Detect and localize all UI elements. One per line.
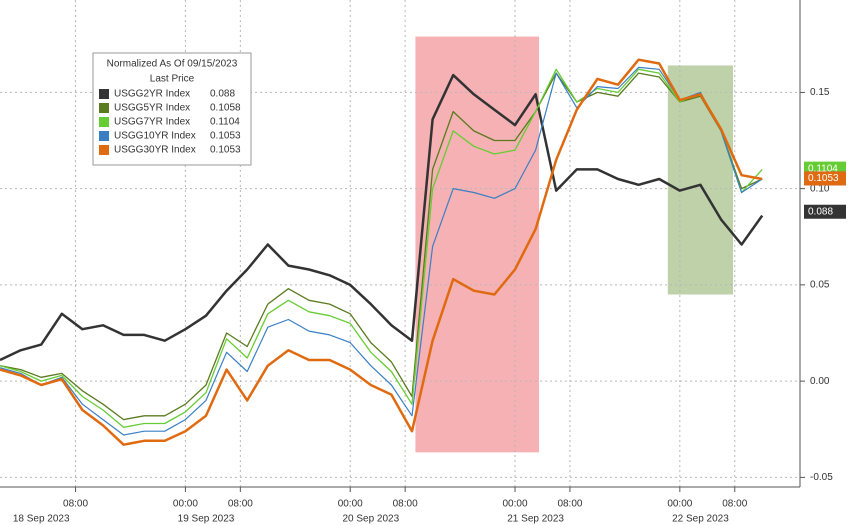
legend-swatch	[99, 145, 109, 155]
x-tick-label: 00:00	[667, 499, 692, 510]
y-tick-label: 0.00	[810, 376, 830, 387]
day-label: 21 Sep 2023	[507, 514, 564, 525]
day-label: 22 Sep 2023	[672, 514, 729, 525]
highlight-band	[667, 65, 734, 295]
series-line	[0, 58, 763, 446]
series-line	[0, 72, 763, 421]
y-tick-label: 0.10	[810, 183, 830, 194]
x-tick-label: 08:00	[228, 499, 253, 510]
y-tick-label: -0.05	[810, 472, 833, 483]
series-line	[0, 68, 763, 428]
series-line	[0, 66, 763, 436]
price-tag-label: 0.1104	[808, 163, 838, 174]
series-line	[0, 73, 764, 362]
legend-label: USGG30YR Index	[114, 145, 196, 156]
legend-label: USGG10YR Index	[114, 131, 196, 142]
day-label: 20 Sep 2023	[342, 514, 399, 525]
legend-value: 0.1058	[210, 103, 241, 114]
x-tick-label: 08:00	[722, 499, 747, 510]
legend-label: USGG7YR Index	[114, 117, 190, 128]
x-tick-label: 00:00	[503, 499, 528, 510]
y-tick-label: 0.05	[810, 280, 830, 291]
legend-value: 0.088	[210, 89, 235, 100]
legend-value: 0.1053	[210, 131, 241, 142]
price-tag-label: 0.088	[808, 206, 833, 217]
highlight-band	[415, 36, 540, 453]
price-tag-label: 0.1053	[808, 173, 839, 184]
legend-swatch	[99, 131, 109, 141]
legend-box	[92, 52, 252, 166]
legend-title: Normalized As Of 09/15/2023	[107, 59, 238, 70]
legend-label: USGG5YR Index	[114, 103, 190, 114]
x-tick-label: 08:00	[63, 499, 88, 510]
y-tick-label: 0.15	[810, 87, 830, 98]
legend-swatch	[99, 103, 109, 113]
price-tag	[804, 204, 846, 219]
day-label: 19 Sep 2023	[178, 514, 235, 525]
legend-swatch	[99, 89, 109, 99]
x-tick-label: 08:00	[557, 499, 582, 510]
legend-value: 0.1104	[210, 117, 240, 128]
day-label: 18 Sep 2023	[13, 514, 70, 525]
legend-subtitle: Last Price	[150, 74, 195, 85]
legend-value: 0.1053	[210, 145, 241, 156]
x-tick-label: 00:00	[338, 499, 363, 510]
legend: Normalized As Of 09/15/2023 Last Price U…	[92, 52, 252, 166]
legend-swatch	[99, 117, 109, 127]
legend-label: USGG2YR Index	[114, 89, 190, 100]
x-tick-label: 08:00	[393, 499, 418, 510]
price-tag	[804, 171, 846, 186]
x-tick-label: 00:00	[173, 499, 198, 510]
